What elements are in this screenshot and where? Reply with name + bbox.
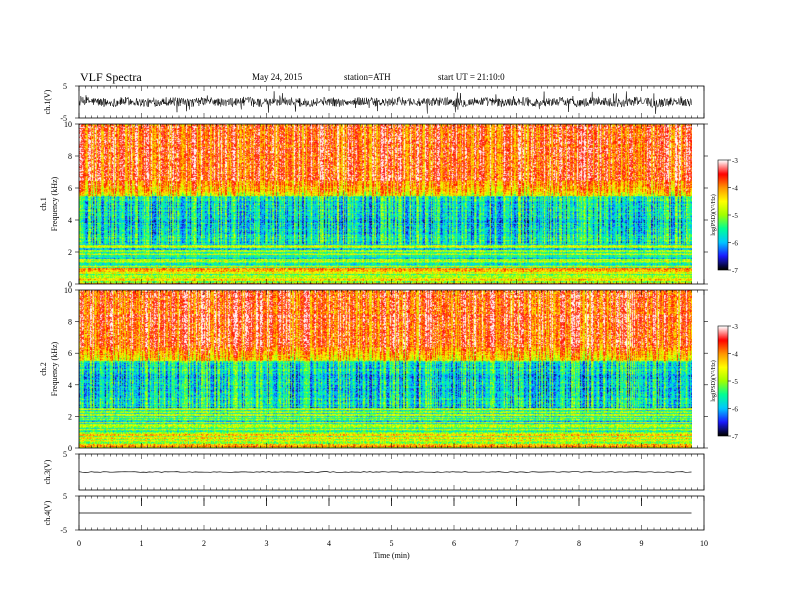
ch1-ylabel: ch.1(V) xyxy=(43,89,52,114)
ch1-spec-ylabel-frequency: Frequency (kHz) xyxy=(50,176,59,231)
ch1-spec-y-tick-label: 4 xyxy=(68,216,72,225)
ch3-ylabel: ch.3(V) xyxy=(43,459,52,484)
ch3-trace xyxy=(78,471,692,473)
ch1-spec-colorbar-tick-label: -4 xyxy=(732,185,738,193)
x-tick-label: 4 xyxy=(327,539,331,548)
x-tick-label: 8 xyxy=(577,539,581,548)
ch1-spec-colorbar-tick-label: -3 xyxy=(732,157,738,165)
ch1-spec-colorbar-tick-label: -6 xyxy=(732,240,738,248)
date-label: May 24, 2015 xyxy=(252,72,303,82)
x-tick-label: 9 xyxy=(640,539,644,548)
ch2-spec-colorbar-tick-label: -5 xyxy=(732,378,738,386)
ch1-y-tick-label: -5 xyxy=(60,114,67,123)
ch1-spec-y-tick-label: 10 xyxy=(64,120,72,129)
ch2-spec-y-tick-label: 6 xyxy=(68,349,72,358)
ch1-spec-colorbar-tick-label: -5 xyxy=(732,212,738,220)
ch1-spec-y-tick-label: 6 xyxy=(68,184,72,193)
ch4-y-tick-label: -5 xyxy=(60,526,67,535)
ch1-spec-ylabel-channel: ch.1 xyxy=(39,197,48,211)
ch2-spec-colorbar-tick-label: -4 xyxy=(732,351,738,359)
x-tick-label: 2 xyxy=(202,539,206,548)
start-time-label: start UT = 21:10:0 xyxy=(438,72,505,82)
ch1-spec-spectrogram-image xyxy=(79,124,692,284)
ch2-spec-y-tick-label: 2 xyxy=(68,412,72,421)
ch1-spec-y-tick-label: 8 xyxy=(68,152,72,161)
chart-title: VLF Spectra xyxy=(80,70,142,84)
ch1-spec-y-tick-label: 0 xyxy=(68,280,72,289)
ch2-spec-colorbar-tick-label: -7 xyxy=(732,433,738,441)
ch2-spec-ylabel-channel: ch.2 xyxy=(39,362,48,376)
station-label: station=ATH xyxy=(344,72,391,82)
ch2-spec-y-tick-label: 10 xyxy=(64,286,72,295)
ch2-spec-y-tick-label: 0 xyxy=(68,444,72,453)
ch2-spec-colorbar-tick-label: -6 xyxy=(732,406,738,414)
ch4-ylabel: ch.4(V) xyxy=(43,500,52,525)
ch2-spec-spectrogram-image xyxy=(79,290,692,448)
ch2-spec-colorbar-label: log(PSD)(V²/Hz) xyxy=(710,360,717,401)
ch1-spec-colorbar-tick-label: -7 xyxy=(732,267,738,275)
x-tick-label: 0 xyxy=(77,539,81,548)
ch1-spec-colorbar-label: log(PSD)(V²/Hz) xyxy=(710,194,717,235)
ch2-spec-colorbar xyxy=(718,326,728,436)
x-axis-label: Time (min) xyxy=(373,551,410,560)
ch2-spec-y-tick-label: 8 xyxy=(68,318,72,327)
ch2-spec-y-tick-label: 4 xyxy=(68,381,72,390)
x-tick-label: 3 xyxy=(265,539,269,548)
ch1-spec-y-tick-label: 2 xyxy=(68,248,72,257)
ch1-y-tick-label: 5 xyxy=(63,82,67,91)
ch4-y-tick-label: 5 xyxy=(63,492,67,501)
ch2-spec-colorbar-tick-label: -3 xyxy=(732,323,738,331)
x-tick-label: 5 xyxy=(390,539,394,548)
ch2-spec-ylabel-frequency: Frequency (kHz) xyxy=(50,341,59,396)
ch3-y-tick-label: 5 xyxy=(63,450,67,459)
x-tick-label: 6 xyxy=(452,539,456,548)
ch1-waveform xyxy=(78,91,692,114)
x-tick-label: 7 xyxy=(515,539,519,548)
x-tick-label: 10 xyxy=(700,539,708,548)
ch1-spec-colorbar xyxy=(718,160,728,270)
x-tick-label: 1 xyxy=(140,539,144,548)
